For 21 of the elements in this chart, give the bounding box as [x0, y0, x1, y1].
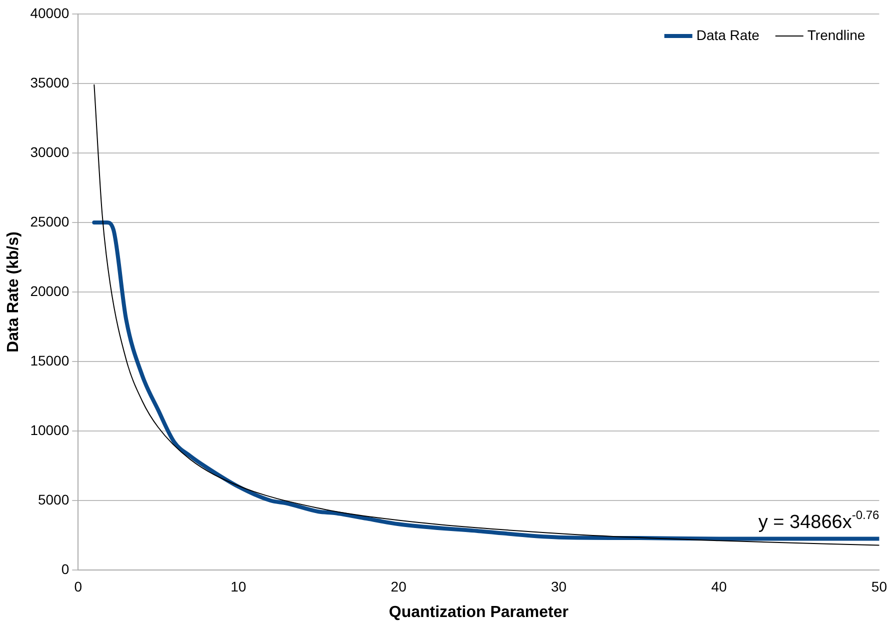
legend-label: Trendline	[807, 26, 866, 43]
x-axis-title: Quantization Parameter	[388, 604, 568, 621]
x-tick-label: 20	[390, 578, 407, 594]
legend-label: Data Rate	[696, 26, 760, 43]
y-axis-title: Data Rate (kb/s)	[5, 232, 22, 352]
y-tick-label: 10000	[30, 422, 70, 438]
x-tick-label: 30	[550, 578, 567, 594]
y-tick-label: 35000	[30, 74, 70, 90]
y-tick-label: 0	[61, 560, 70, 577]
y-tick-label: 5000	[38, 491, 70, 508]
x-tick-label: 40	[711, 578, 727, 594]
line-series	[94, 84, 880, 546]
y-tick-label: 25000	[30, 213, 70, 230]
x-tick-label: 50	[871, 578, 888, 594]
line-series	[92, 220, 880, 541]
y-tick-label: 20000	[30, 282, 70, 299]
y-tick-label: 30000	[30, 144, 70, 160]
x-tick-label: 0	[74, 578, 82, 594]
x-tick-label: 10	[230, 578, 246, 594]
y-tick-label: 40000	[30, 4, 70, 21]
y-tick-label: 15000	[30, 352, 70, 368]
